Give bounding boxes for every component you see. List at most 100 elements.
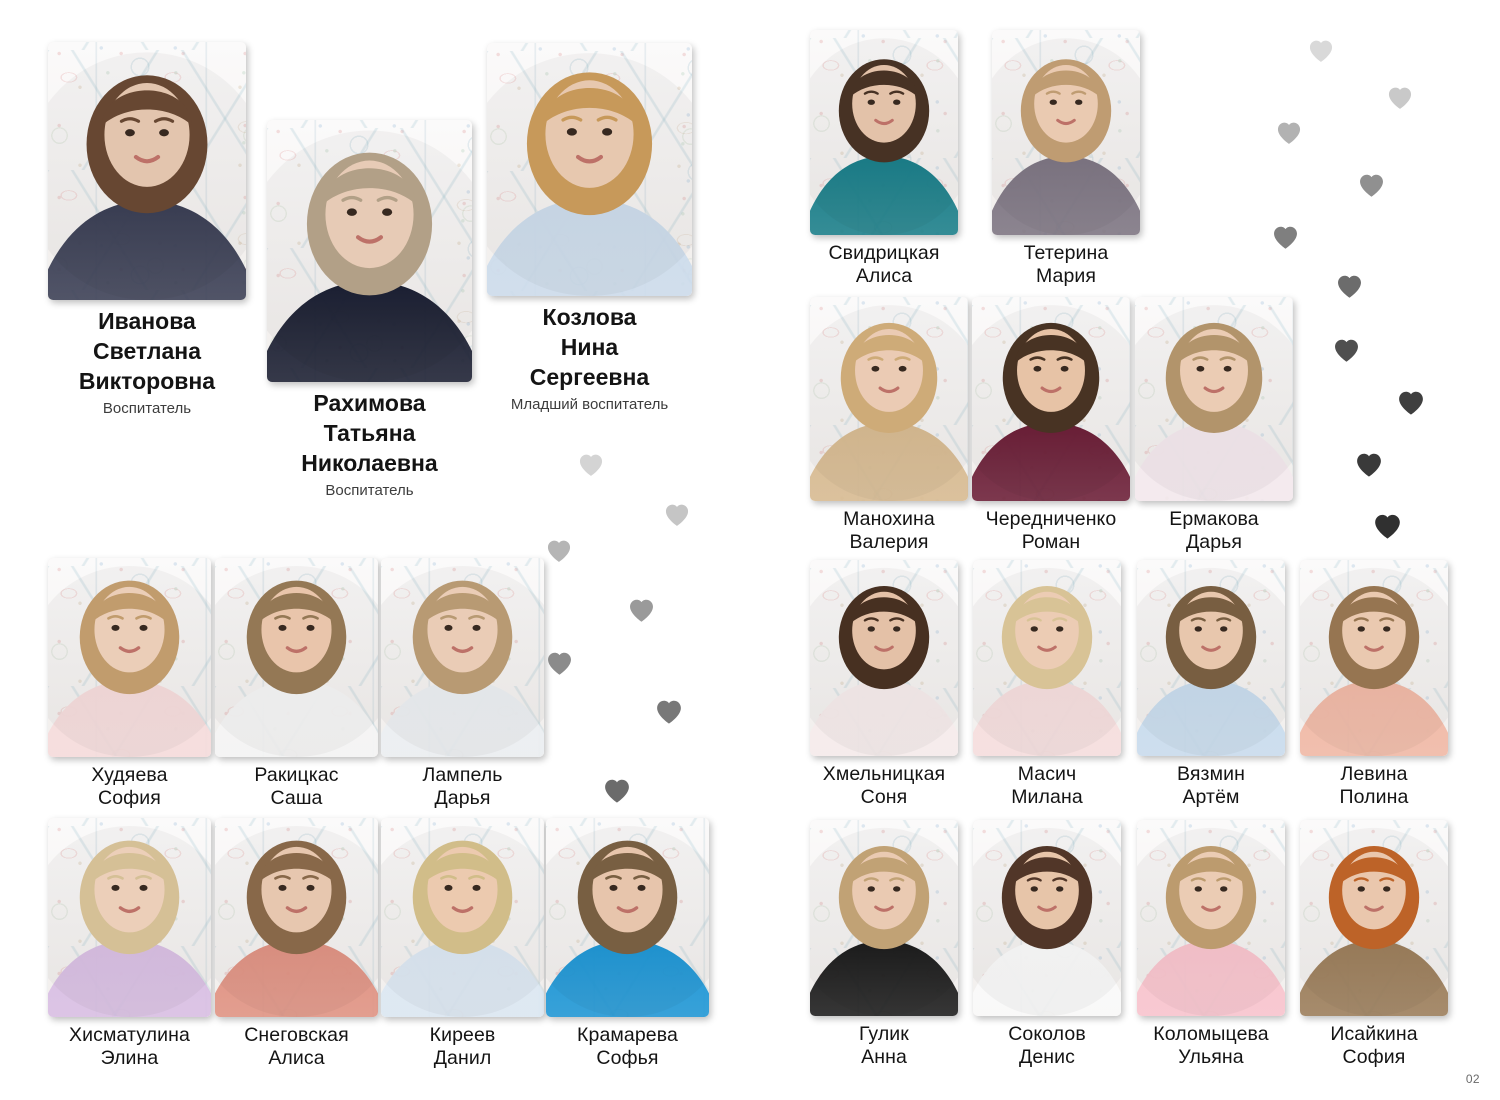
child-card[interactable]: Исайкина София [1300, 820, 1448, 1069]
page-number: 02 [1465, 1072, 1480, 1086]
portrait-photo[interactable] [810, 560, 958, 756]
heart-icon [664, 502, 690, 528]
heart-icon [1373, 512, 1402, 541]
heart-icon [1333, 337, 1360, 364]
heart-icon [1272, 224, 1299, 251]
portrait-figure [810, 322, 968, 501]
portrait-figure [381, 580, 544, 757]
heart-icon [578, 452, 604, 478]
portrait-figure [810, 846, 958, 1016]
child-card[interactable]: Ракицкас Саша [215, 558, 378, 810]
person-role: Воспитатель [325, 481, 414, 499]
person-name: Хисматулина Элина [48, 1024, 211, 1070]
child-card[interactable]: Киреев Данил [381, 818, 544, 1070]
child-card[interactable]: Манохина Валерия [810, 297, 968, 554]
person-name: Чередниченко Роман [972, 508, 1130, 554]
person-first-name: Светлана [93, 337, 201, 364]
heart-icon [1336, 273, 1363, 300]
child-card[interactable]: Тетерина Мария [992, 30, 1140, 288]
child-card[interactable]: Масич Милана [973, 560, 1121, 809]
person-surname: Манохина [843, 508, 935, 530]
person-first-name: Нина [560, 333, 619, 360]
person-role: Младший воспитатель [510, 395, 669, 413]
portrait-photo[interactable] [381, 818, 544, 1017]
portrait-photo[interactable] [48, 818, 211, 1017]
heart-icon [1358, 172, 1385, 199]
staff-card[interactable]: Козлова Нина Сергеевна Младший воспитатель [487, 43, 692, 414]
child-card[interactable]: Хмельницкая Соня [810, 560, 958, 809]
portrait-photo[interactable] [972, 297, 1130, 501]
portrait-photo[interactable] [487, 43, 692, 296]
person-first-name: София [1342, 1046, 1406, 1068]
portrait-photo[interactable] [1137, 560, 1285, 756]
person-surname: Исайкина [1330, 1023, 1418, 1045]
staff-card[interactable]: Рахимова Татьяна Николаевна Воспитатель [267, 120, 472, 500]
person-first-name: Элина [100, 1047, 159, 1069]
child-card[interactable]: Коломыцева Ульяна [1137, 820, 1285, 1069]
heart-icon [1355, 451, 1383, 479]
child-card[interactable]: Худяева София [48, 558, 211, 810]
person-surname: Крамарева [577, 1024, 678, 1046]
heart-icon [1276, 120, 1302, 146]
person-name: Ермакова Дарья [1135, 508, 1293, 554]
portrait-photo[interactable] [215, 558, 378, 757]
child-card[interactable]: Свидрицкая Алиса [810, 30, 958, 288]
person-name: Рахимова Татьяна Николаевна Воспитатель [267, 389, 472, 500]
portrait-photo[interactable] [267, 120, 472, 382]
child-card[interactable]: Чередниченко Роман [972, 297, 1130, 554]
person-surname: Иванова [98, 308, 196, 334]
child-card[interactable]: Гулик Анна [810, 820, 958, 1069]
person-surname: Чередниченко [985, 508, 1117, 530]
child-card[interactable]: Хисматулина Элина [48, 818, 211, 1070]
portrait-photo[interactable] [1135, 297, 1293, 501]
portrait-photo[interactable] [215, 818, 378, 1017]
person-surname: Лампель [422, 764, 503, 786]
person-name: Исайкина София [1300, 1023, 1448, 1069]
portrait-photo[interactable] [992, 30, 1140, 235]
person-surname: Ермакова [1169, 508, 1259, 530]
person-name: Хмельницкая Соня [810, 763, 958, 809]
person-first-name: Софья [596, 1047, 659, 1069]
portrait-photo[interactable] [1300, 560, 1448, 756]
child-card[interactable]: Лампель Дарья [381, 558, 544, 810]
portrait-photo[interactable] [546, 818, 709, 1017]
child-card[interactable]: Крамарева Софья [546, 818, 709, 1070]
person-first-name: Дарья [1185, 531, 1243, 553]
portrait-figure [381, 840, 544, 1017]
portrait-photo[interactable] [48, 42, 246, 300]
portrait-photo[interactable] [810, 297, 968, 501]
portrait-photo[interactable] [1300, 820, 1448, 1016]
child-card[interactable]: Ермакова Дарья [1135, 297, 1293, 554]
portrait-photo[interactable] [810, 30, 958, 235]
person-first-name: Полина [1339, 786, 1409, 808]
portrait-photo[interactable] [810, 820, 958, 1016]
child-card[interactable]: Вязмин Артём [1137, 560, 1285, 809]
person-surname: Соколов [1008, 1023, 1086, 1045]
person-first-name: Милана [1011, 786, 1083, 808]
portrait-figure [48, 75, 246, 300]
staff-card[interactable]: Иванова Светлана Викторовна Воспитатель [48, 42, 246, 418]
person-name: Киреев Данил [381, 1024, 544, 1070]
child-card[interactable]: Соколов Денис [973, 820, 1121, 1069]
portrait-figure [992, 59, 1140, 235]
portrait-photo[interactable] [1137, 820, 1285, 1016]
person-name: Масич Милана [973, 763, 1121, 809]
portrait-photo[interactable] [381, 558, 544, 757]
person-surname: Ракицкас [254, 764, 339, 786]
portrait-figure [1137, 846, 1285, 1016]
person-name: Коломыцева Ульяна [1137, 1023, 1285, 1069]
person-first-name: Анна [861, 1046, 907, 1068]
heart-icon [546, 538, 572, 564]
heart-icon [1387, 85, 1413, 111]
child-card[interactable]: Левина Полина [1300, 560, 1448, 809]
person-first-name: Мария [1035, 265, 1097, 287]
portrait-figure [810, 586, 958, 756]
portrait-photo[interactable] [48, 558, 211, 757]
person-name: Тетерина Мария [992, 242, 1140, 288]
person-name: Левина Полина [1300, 763, 1448, 809]
child-card[interactable]: Снеговская Алиса [215, 818, 378, 1070]
portrait-photo[interactable] [973, 820, 1121, 1016]
portrait-photo[interactable] [973, 560, 1121, 756]
portrait-figure [1137, 586, 1285, 756]
person-first-name: Алиса [268, 1047, 325, 1069]
